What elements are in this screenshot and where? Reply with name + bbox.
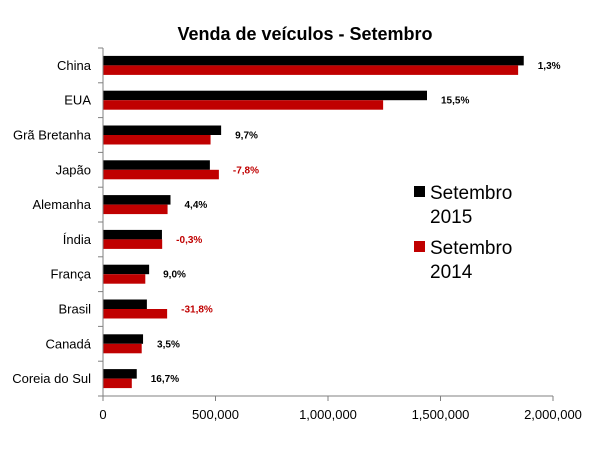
category-label: EUA bbox=[64, 93, 91, 108]
category-label: China bbox=[57, 58, 92, 73]
category-label: Japão bbox=[56, 162, 91, 177]
x-tick-label: 2,000,000 bbox=[524, 407, 582, 422]
bar-2015-5 bbox=[103, 229, 162, 240]
legend-swatch-2014 bbox=[414, 241, 425, 252]
legend-swatch-2015 bbox=[414, 186, 425, 197]
percent-label: 4,4% bbox=[185, 200, 208, 211]
chart-title: Venda de veículos - Setembro bbox=[177, 24, 432, 44]
bar-2014-1 bbox=[103, 100, 384, 110]
x-tick-label: 0 bbox=[99, 407, 106, 422]
percent-label: -31,8% bbox=[181, 305, 213, 316]
bar-2014-2 bbox=[103, 135, 211, 145]
x-tick-label: 1,000,000 bbox=[299, 407, 357, 422]
bar-2015-7 bbox=[103, 299, 147, 309]
percent-label: -0,3% bbox=[176, 235, 202, 246]
bar-2015-1 bbox=[103, 90, 427, 101]
axes bbox=[98, 47, 554, 401]
percent-labels: 1,3% 15,5% 9,7% -7,8% 4,4% -0,3% 9,0% -31,8% 3,5… bbox=[151, 61, 561, 385]
percent-label: 9,0% bbox=[163, 270, 186, 281]
bar-2015-0 bbox=[103, 55, 524, 66]
x-tick-label: 1,500,000 bbox=[412, 407, 470, 422]
bars-group bbox=[103, 55, 524, 389]
category-label: Índia bbox=[63, 232, 92, 247]
bar-2014-6 bbox=[103, 274, 146, 284]
legend-label-line1: Setembro bbox=[430, 183, 512, 204]
legend: Setembro 2015 Setembro 2014 bbox=[414, 183, 512, 283]
percent-label: 16,7% bbox=[151, 374, 179, 385]
percent-label: 3,5% bbox=[157, 339, 180, 350]
percent-label: 1,3% bbox=[538, 61, 561, 72]
x-tick-labels: 0 500,000 1,000,000 1,500,000 2,000,000 bbox=[99, 407, 582, 422]
bar-2014-4 bbox=[103, 204, 168, 215]
bar-2015-3 bbox=[103, 160, 210, 170]
bar-2014-9 bbox=[103, 378, 132, 389]
category-label: França bbox=[51, 267, 92, 282]
bar-2014-0 bbox=[103, 65, 519, 75]
category-label: Brasil bbox=[58, 302, 91, 317]
legend-label-line2: 2014 bbox=[430, 262, 473, 283]
bar-2015-6 bbox=[103, 264, 150, 275]
bar-2014-3 bbox=[103, 169, 219, 180]
percent-label: 9,7% bbox=[235, 131, 258, 142]
category-label: Coreia do Sul bbox=[12, 371, 91, 386]
category-label: Canadá bbox=[45, 336, 91, 351]
category-labels: China EUA Grã Bretanha Japão Alemanha Índia Fr… bbox=[12, 58, 92, 386]
bar-2015-2 bbox=[103, 125, 222, 135]
bar-2014-5 bbox=[103, 239, 163, 249]
legend-label-line2: 2015 bbox=[430, 207, 472, 228]
bar-2014-8 bbox=[103, 343, 142, 354]
legend-label-line1: Setembro bbox=[430, 238, 512, 259]
bar-2015-9 bbox=[103, 369, 137, 379]
x-tick-label: 500,000 bbox=[192, 407, 239, 422]
category-label: Alemanha bbox=[32, 197, 91, 212]
percent-label: -7,8% bbox=[233, 165, 259, 176]
percent-label: 15,5% bbox=[441, 96, 469, 107]
bar-2015-4 bbox=[103, 195, 171, 205]
category-label: Grã Bretanha bbox=[13, 128, 92, 143]
bar-2014-7 bbox=[103, 309, 168, 319]
bar-2015-8 bbox=[103, 334, 144, 344]
